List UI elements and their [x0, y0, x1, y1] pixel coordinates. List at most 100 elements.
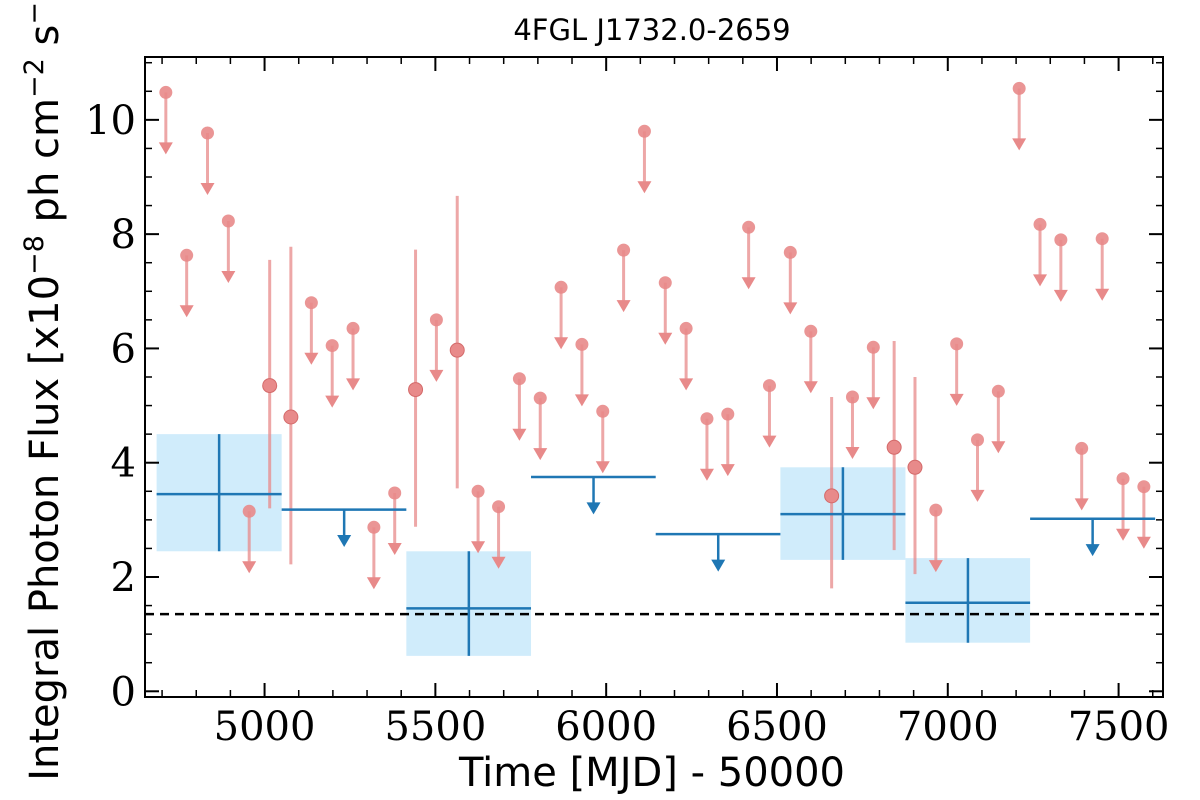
coarse-upper-limit-arrow [711, 559, 726, 572]
fine-point [262, 378, 278, 394]
fine-upper-limit-arrow [429, 369, 444, 382]
fine-upper-limit-point [679, 321, 693, 335]
fine-point [283, 409, 299, 425]
fine-upper-limit-point [866, 340, 880, 354]
fine-upper-limit-point [804, 324, 818, 338]
coarse-upper-limit-arrow [586, 502, 601, 515]
fine-upper-limit-arrow [554, 337, 569, 350]
fine-upper-limit-point [1033, 217, 1047, 231]
x-tick-label: 7500 [1068, 704, 1170, 750]
fine-upper-limit-point [242, 504, 256, 518]
fine-upper-limit-point [388, 486, 402, 500]
fine-upper-limit-point [783, 245, 797, 259]
fine-upper-limit-point [721, 407, 735, 421]
y-axis-label-exponent: −2 [19, 58, 50, 98]
y-axis-label-exponent: −1 [19, 0, 50, 25]
fine-upper-limit-arrow [991, 441, 1006, 454]
fine-upper-limit-arrow [574, 394, 589, 407]
fine-upper-limit-arrow [637, 181, 652, 194]
fine-upper-limit-point [492, 500, 506, 514]
y-tick-label: 0 [111, 669, 136, 715]
fine-upper-limit-arrow [200, 183, 215, 195]
fine-upper-limit-arrow [1033, 274, 1048, 287]
fine-upper-limit-point [471, 484, 485, 498]
fine-upper-limit-arrow [471, 541, 486, 554]
y-axis-label-part: Integral Photon Flux [x10 [22, 275, 68, 781]
x-tick-label: 5500 [384, 704, 486, 750]
y-tick-label: 8 [111, 212, 136, 258]
fine-upper-limit-arrow [179, 305, 194, 318]
x-tick-label: 6500 [726, 704, 828, 750]
fine-upper-limit-point [991, 384, 1005, 398]
fine-point [824, 488, 840, 504]
fine-upper-limit-point [971, 433, 985, 447]
fine-upper-limit-arrow [491, 556, 506, 569]
y-axis-label-part: ph cm [22, 98, 68, 235]
fine-point [886, 439, 902, 455]
fine-upper-limit-point [429, 313, 443, 327]
fine-upper-limit-arrow [366, 577, 381, 590]
fine-upper-limit-point [1116, 472, 1130, 486]
y-tick-label: 10 [85, 98, 136, 144]
fine-upper-limit-point [1137, 480, 1151, 494]
fine-upper-limit-point [742, 220, 756, 234]
fine-upper-limit-point [1075, 441, 1089, 455]
fine-upper-limit-arrow [221, 271, 236, 283]
fine-upper-limit-point [512, 372, 526, 386]
fine-upper-limit-point [762, 379, 776, 393]
fine-upper-limit-point [304, 296, 318, 310]
fine-upper-limit-arrow [866, 397, 881, 410]
fine-upper-limit-arrow [699, 468, 714, 481]
axis-ticks [145, 57, 1163, 697]
fine-upper-limit-arrow [783, 302, 798, 315]
fine-upper-limit-point [950, 337, 964, 351]
fine-upper-limit-point [596, 404, 610, 418]
fine-upper-limit-arrow [970, 489, 985, 502]
coarse-upper-limit-arrow [1085, 544, 1100, 557]
fine-upper-limit-arrow [949, 393, 964, 406]
fine-upper-limit-point [700, 412, 714, 426]
fine-upper-limit-point [159, 85, 173, 99]
fine-upper-limit-arrow [741, 277, 756, 290]
fine-upper-limit-arrow [928, 560, 943, 573]
fine-upper-limit-point [1095, 232, 1109, 246]
fine-upper-limit-point [1012, 81, 1026, 95]
fine-upper-limit-arrow [658, 332, 673, 345]
y-tick-label: 4 [111, 441, 136, 487]
y-tick-label: 6 [111, 326, 136, 372]
y-axis-label-exponent: −8 [19, 235, 50, 275]
x-axis-label: Time [MJD] - 50000 [458, 750, 845, 796]
fine-upper-limit-arrow [762, 435, 777, 448]
fine-upper-limit-point [845, 390, 859, 404]
fine-upper-limit-point [221, 214, 235, 228]
fine-upper-limit-arrow [158, 142, 173, 155]
fine-upper-limit-arrow [595, 461, 610, 474]
coarse-bin-points [156, 434, 1156, 656]
fine-upper-limit-point [533, 391, 547, 405]
fine-upper-limit-arrow [533, 448, 548, 461]
fine-upper-limit-point [617, 243, 631, 257]
fine-upper-limit-point [637, 124, 651, 138]
chart-title: 4FGL J1732.0-2659 [513, 13, 790, 47]
fine-upper-limit-point [325, 339, 339, 353]
fine-point [408, 382, 424, 398]
fine-upper-limit-arrow [1116, 528, 1131, 541]
fine-bin-points [158, 81, 1151, 590]
coarse-bin-bands [156, 434, 1031, 656]
fine-upper-limit-arrow [1053, 289, 1068, 302]
y-tick-label: 2 [111, 555, 136, 601]
fine-upper-limit-arrow [512, 428, 527, 441]
coarse-upper-limit-arrow [337, 535, 352, 547]
fine-upper-limit-arrow [1136, 536, 1151, 549]
x-tick-label: 5000 [214, 704, 316, 750]
fine-upper-limit-point [929, 503, 943, 517]
fine-upper-limit-point [346, 321, 360, 335]
fine-upper-limit-arrow [304, 352, 319, 365]
axis-tick-labels: 5000 5500 6000 6500 7000 7500 0 2 4 6 8 10 [85, 98, 1169, 750]
fine-upper-limit-arrow [803, 381, 818, 394]
fine-upper-limit-arrow [325, 395, 340, 408]
fine-upper-limit-arrow [720, 464, 735, 477]
fine-upper-limit-point [201, 126, 215, 140]
fine-upper-limit-point [367, 520, 381, 534]
